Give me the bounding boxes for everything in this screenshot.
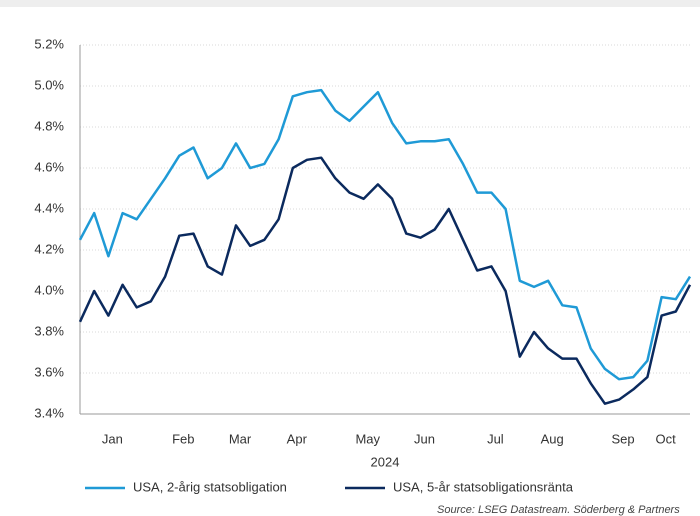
y-tick-label: 4.0% [34,282,64,297]
y-tick-label: 3.4% [34,405,64,420]
y-tick-label: 4.2% [34,241,64,256]
x-axis-label: 2024 [371,454,400,469]
x-tick-label: Oct [656,431,677,446]
x-tick-label: Jan [102,431,123,446]
x-tick-label: Aug [541,431,564,446]
y-tick-label: 3.6% [34,364,64,379]
legend-label: USA, 2-årig statsobligation [133,479,287,494]
x-tick-label: Sep [611,431,634,446]
y-tick-label: 5.0% [34,77,64,92]
y-tick-label: 4.8% [34,118,64,133]
series-line [78,88,692,381]
x-tick-label: Jun [414,431,435,446]
top-bar [0,0,700,7]
x-tick-label: Apr [287,431,308,446]
y-tick-label: 3.8% [34,323,64,338]
series-line [78,156,692,405]
x-tick-label: May [355,431,380,446]
source: Source: LSEG Datastream. Söderberg & Par… [437,504,680,516]
x-tick-label: Feb [172,431,194,446]
x-tick-label: Mar [229,431,252,446]
y-tick-label: 5.2% [34,36,64,51]
legend-label: USA, 5-år statsobligationsränta [393,479,574,494]
y-tick-label: 4.6% [34,159,64,174]
y-tick-label: 4.4% [34,200,64,215]
x-tick-label: Jul [487,431,504,446]
